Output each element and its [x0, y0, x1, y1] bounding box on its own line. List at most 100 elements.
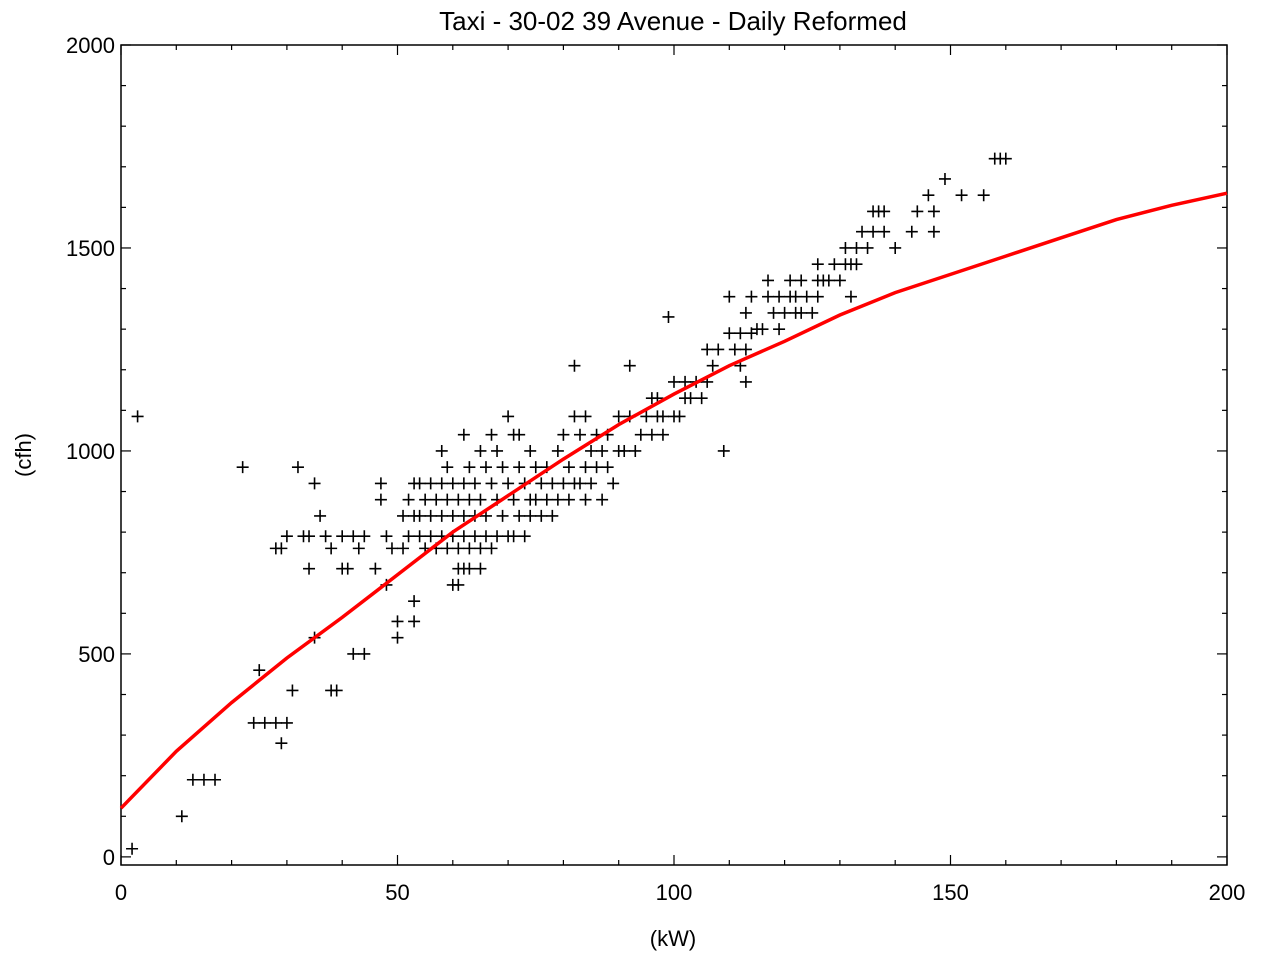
- fit-line: [119, 191, 1228, 810]
- scatter-point: [529, 493, 542, 506]
- scatter-point: [275, 737, 288, 750]
- scatter-point: [601, 461, 614, 474]
- chart-title: Taxi - 30-02 39 Avenue - Daily Reformed: [439, 6, 907, 36]
- scatter-point: [811, 258, 824, 271]
- scatter-point: [463, 542, 476, 555]
- scatter-point: [380, 530, 393, 543]
- scatter-point: [391, 615, 404, 628]
- x-axis-title: (kW): [650, 926, 696, 951]
- scatter-point: [435, 509, 448, 522]
- scatter-point: [131, 410, 144, 423]
- scatter-point: [336, 530, 349, 543]
- scatter-point: [413, 509, 426, 522]
- scatter-point: [773, 290, 786, 303]
- x-tick-label: 0: [115, 880, 127, 905]
- scatter-point: [701, 343, 714, 356]
- scatter-point: [463, 461, 476, 474]
- scatter-point: [778, 306, 791, 319]
- scatter-point: [485, 477, 498, 490]
- scatter-point: [977, 189, 990, 202]
- scatter-point: [524, 444, 537, 457]
- scatter-point: [585, 444, 598, 457]
- scatter-point: [479, 530, 492, 543]
- scatter-point: [922, 189, 935, 202]
- scatter-point: [397, 509, 410, 522]
- scatter-point: [739, 343, 752, 356]
- scatter-point: [258, 716, 271, 729]
- scatter-point: [463, 562, 476, 575]
- scatter-point: [452, 578, 465, 591]
- scatter-point: [579, 410, 592, 423]
- scatter-point: [562, 493, 575, 506]
- scatter-point: [374, 493, 387, 506]
- scatter-point: [474, 542, 487, 555]
- scatter-point: [645, 428, 658, 441]
- scatter-point: [535, 509, 548, 522]
- scatter-point: [430, 493, 443, 506]
- scatter-point: [424, 509, 437, 522]
- scatter-point: [491, 444, 504, 457]
- y-tick-label: 2000: [66, 33, 115, 58]
- scatter-point: [474, 562, 487, 575]
- scatter-point: [507, 493, 520, 506]
- scatter-point: [861, 241, 874, 254]
- scatter-point: [374, 477, 387, 490]
- scatter-point: [496, 509, 509, 522]
- scatter-point: [402, 493, 415, 506]
- scatter-point: [247, 716, 260, 729]
- scatter-point: [728, 343, 741, 356]
- scatter-point: [186, 773, 199, 786]
- scatter-point: [773, 323, 786, 336]
- x-tick-label: 200: [1209, 880, 1246, 905]
- scatter-point: [308, 477, 321, 490]
- scatter-point: [413, 530, 426, 543]
- scatter-point: [253, 664, 266, 677]
- scatter-point: [352, 542, 365, 555]
- scatter-point: [579, 461, 592, 474]
- scatter-point: [844, 290, 857, 303]
- scatter-point: [209, 773, 222, 786]
- scatter-point: [397, 542, 410, 555]
- scatter-point: [435, 444, 448, 457]
- scatter-point: [739, 375, 752, 388]
- scatter-point: [634, 428, 647, 441]
- scatter-point: [850, 258, 863, 271]
- scatter-point: [408, 615, 421, 628]
- scatter-point: [468, 477, 481, 490]
- scatter-point: [529, 461, 542, 474]
- scatter-point: [573, 477, 586, 490]
- scatter-point: [955, 189, 968, 202]
- y-tick-label: 500: [78, 642, 115, 667]
- scatter-point: [513, 461, 526, 474]
- scatter-point: [435, 477, 448, 490]
- plot-frame: [120, 44, 1228, 866]
- scatter-point: [800, 290, 813, 303]
- scatter-point: [413, 477, 426, 490]
- scatter-point: [457, 509, 470, 522]
- scatter-point: [662, 310, 675, 323]
- scatter-point: [562, 461, 575, 474]
- scatter-point: [856, 225, 869, 238]
- scatter-point: [607, 477, 620, 490]
- scatter-point: [833, 274, 846, 287]
- scatter-point: [524, 509, 537, 522]
- scatter-point: [734, 327, 747, 340]
- scatter-point: [585, 477, 598, 490]
- scatter-point: [303, 530, 316, 543]
- y-tick-label: 0: [103, 845, 115, 870]
- scatter-point: [540, 493, 553, 506]
- scatter-point: [618, 444, 631, 457]
- scatter-point: [236, 461, 249, 474]
- scatter-point: [468, 530, 481, 543]
- scatter-point: [723, 327, 736, 340]
- scatter-point: [596, 493, 609, 506]
- scatter-point: [446, 509, 459, 522]
- scatter-point: [612, 410, 625, 423]
- scatter-point: [446, 477, 459, 490]
- scatter-point: [535, 477, 548, 490]
- scatter-point: [712, 343, 725, 356]
- scatter-point: [695, 392, 708, 405]
- scatter-point: [347, 530, 360, 543]
